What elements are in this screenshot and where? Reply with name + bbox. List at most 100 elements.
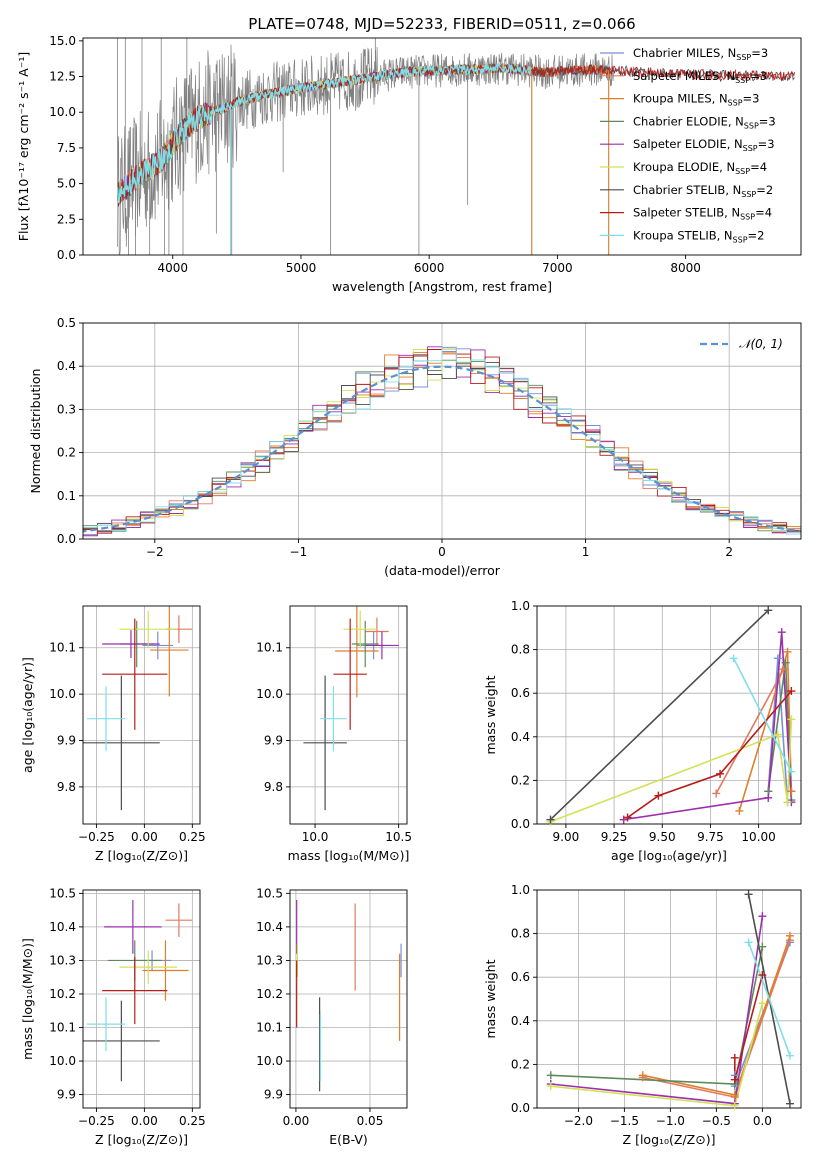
- panel-residuals: −2 −1 0 1 2 0.0 0.1 0.2 0.3 0.4 0.5 (data-model)/er…: [28, 316, 802, 578]
- x-tick-label: −1.0: [656, 1114, 685, 1128]
- x-tick-label: −0.5: [702, 1114, 731, 1128]
- y-axis-label: mass weight: [483, 675, 498, 754]
- weight-marker-2: [785, 931, 794, 940]
- weight-marker-5: [546, 1082, 555, 1091]
- axes-frame: [82, 889, 201, 1109]
- weight-marker-8: [729, 654, 738, 663]
- y-tick-label: 0.5: [57, 316, 76, 330]
- weight-marker-2: [735, 806, 744, 815]
- y-tick-label: 12.5: [49, 70, 76, 84]
- weight-marker-5: [783, 798, 792, 807]
- y-tick-label: 9.9: [57, 1088, 76, 1102]
- histogram-step-8: [83, 346, 801, 535]
- weight-marker-2: [638, 1071, 647, 1080]
- x-tick-label: −2: [146, 545, 164, 559]
- plot-area-spectrum: [117, 38, 795, 255]
- y-tick-label: 1.0: [511, 883, 530, 897]
- weight-marker-7: [730, 1075, 739, 1084]
- weight-marker-7: [623, 813, 632, 822]
- x-tick-label: 0.0: [753, 1114, 772, 1128]
- x-tick-label: 0: [438, 545, 446, 559]
- weight-marker-3: [546, 1071, 555, 1080]
- weight-marker-2: [787, 787, 796, 796]
- x-tick-label: 9.00: [553, 830, 580, 844]
- y-tick-label: 10.2: [256, 987, 283, 1001]
- x-tick-label: 0.25: [179, 830, 206, 844]
- panel-massweight_vs_age: 9.00 9.25 9.50 9.75 10.00 0.0 0.2 0.4 0.6 0.8 1.0 a…: [483, 599, 802, 863]
- y-tick-label: 10.1: [49, 1021, 76, 1035]
- y-tick-label: 10.1: [49, 641, 76, 655]
- x-axis-label: Z [log₁₀(Z/Z⊙)]: [623, 1132, 716, 1147]
- legend-entry: Kroupa STELIB, NSSP=2: [633, 228, 764, 244]
- x-axis-label: age [log₁₀(age/yr)]: [611, 848, 727, 863]
- panel-mass_vs_EBV: 0.00 0.05 9.9 10.0 10.1 10.2 10.3 10.4 10.5 E(B-V…: [256, 886, 408, 1147]
- axes-frame: [82, 37, 802, 256]
- weight-marker-5: [787, 715, 796, 724]
- legend: Chabrier MILES, NSSP=3 Salpeter MILES, NS…: [600, 46, 776, 244]
- x-tick-label: 4000: [157, 261, 188, 275]
- weight-line-5: [550, 719, 793, 823]
- y-tick-label: 9.8: [57, 780, 76, 794]
- x-tick-label: 2: [725, 545, 733, 559]
- weight-marker-1: [712, 789, 721, 798]
- panel-age_vs_Z: −0.25 0.00 0.25 9.8 9.9 10.0 10.1 Z [log₁₀(Z/Z⊙…: [20, 605, 206, 863]
- y-tick-label: 5.0: [57, 177, 76, 191]
- weight-line-8: [732, 657, 793, 773]
- weight-marker-7: [758, 971, 767, 980]
- axes-frame: [82, 605, 201, 825]
- y-axis-label: age [log₁₀(age/yr)]: [20, 657, 35, 773]
- y-axis-label: Normed distribution: [28, 369, 43, 494]
- weight-marker-3: [758, 942, 767, 951]
- weight-marker-2: [783, 647, 792, 656]
- y-tick-label: 1.0: [511, 599, 530, 613]
- y-tick-label: 10.0: [49, 687, 76, 701]
- x-tick-label: 0.25: [179, 1114, 206, 1128]
- x-tick-label: 10.00: [741, 830, 775, 844]
- weight-marker-7: [787, 687, 796, 696]
- y-tick-label: 10.4: [256, 920, 283, 934]
- weight-marker-5: [730, 1101, 739, 1110]
- model-line-7: [117, 63, 795, 207]
- x-axis-label: Z [log₁₀(Z/Z⊙)]: [95, 848, 188, 863]
- axes-frame: [289, 605, 408, 825]
- x-tick-label: 5000: [286, 261, 317, 275]
- panel-spectrum: 4000 5000 6000 7000 8000 0.0 2.5 5.0 7.5 10.0 12.5…: [16, 34, 802, 294]
- legend-entry: Kroupa ELODIE, NSSP=4: [633, 160, 767, 176]
- y-tick-label: 10.3: [49, 953, 76, 967]
- axes-frame: [536, 605, 802, 825]
- y-tick-label: 0.1: [57, 489, 76, 503]
- weight-marker-6: [546, 815, 555, 824]
- plot-area-mass_vs_Z: [83, 900, 193, 1082]
- model-line-8: [117, 62, 533, 204]
- figure-title: PLATE=0748, MJD=52233, FIBERID=0511, z=0…: [248, 15, 635, 33]
- weight-marker-8: [787, 767, 796, 776]
- x-tick-label: −0.25: [78, 830, 115, 844]
- axes-frame: [536, 889, 802, 1109]
- y-tick-label: 9.9: [264, 1088, 283, 1102]
- x-tick-label: −1.5: [610, 1114, 639, 1128]
- y-tick-label: 0.2: [511, 1057, 530, 1071]
- y-tick-label: 10.2: [49, 987, 76, 1001]
- weight-marker-8: [785, 1051, 794, 1060]
- x-tick-label: −1: [290, 545, 308, 559]
- weight-line-5: [550, 1003, 764, 1107]
- y-tick-label: 2.5: [57, 212, 76, 226]
- legend-entry: Salpeter ELODIE, NSSP=3: [633, 137, 775, 153]
- y-tick-label: 0.6: [511, 970, 530, 984]
- y-tick-label: 9.9: [57, 734, 76, 748]
- y-tick-label: 0.0: [57, 532, 76, 546]
- y-tick-label: 10.0: [256, 1054, 283, 1068]
- y-tick-label: 0.8: [511, 643, 530, 657]
- y-tick-label: 10.5: [256, 886, 283, 900]
- plot-area-age_vs_mass: [303, 606, 399, 811]
- weight-line-6: [549, 609, 769, 821]
- legend-entry: Chabrier MILES, NSSP=3: [633, 46, 768, 62]
- y-tick-label: 0.3: [57, 402, 76, 416]
- y-tick-label: 9.9: [264, 734, 283, 748]
- weight-marker-1: [779, 665, 788, 674]
- y-tick-label: 10.0: [49, 105, 76, 119]
- y-tick-label: 0.4: [511, 730, 530, 744]
- y-tick-label: 0.8: [511, 927, 530, 941]
- x-tick-label: 10.0: [302, 830, 329, 844]
- panel-age_vs_mass: 10.0 10.5 9.8 9.9 10.0 10.1 mass [log₁₀(M/M⊙)]: [256, 605, 412, 863]
